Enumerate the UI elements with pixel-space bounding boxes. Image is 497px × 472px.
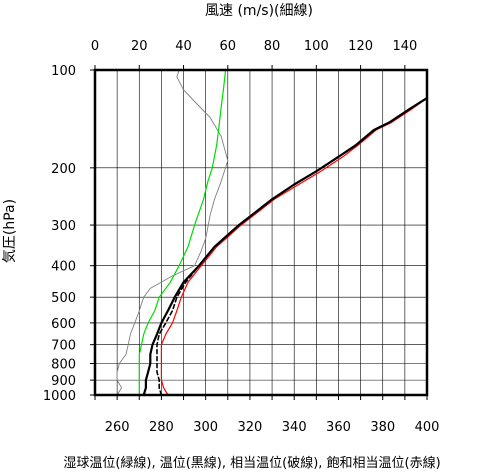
- y-tick-label: 300: [51, 219, 76, 234]
- bottom-axis-title: 湿球温位(緑線), 温位(黒線), 相当温位(破線), 飽和相当温位(赤線): [63, 455, 440, 471]
- bottom-tick-label: 300: [193, 420, 218, 435]
- y-tick-label: 900: [51, 374, 76, 389]
- bottom-tick-label: 380: [370, 420, 395, 435]
- top-tick-label: 140: [392, 39, 417, 54]
- bottom-tick-label: 260: [105, 420, 130, 435]
- top-tick-label: 100: [304, 39, 329, 54]
- top-tick-label: 20: [131, 39, 148, 54]
- bottom-tick-label: 360: [326, 420, 351, 435]
- top-tick-label: 60: [220, 39, 237, 54]
- top-tick-label: 40: [175, 39, 192, 54]
- series-line-飽和相当温位: [160, 97, 428, 396]
- y-tick-label: 500: [51, 291, 76, 306]
- y-tick-label: 1000: [43, 389, 76, 404]
- top-tick-label: 80: [264, 39, 281, 54]
- y-tick-label: 600: [51, 317, 76, 332]
- bottom-tick-label: 280: [149, 420, 174, 435]
- y-tick-label: 200: [51, 162, 76, 177]
- top-tick-labels: 0 20 40 60 80 100 120 140: [91, 39, 417, 54]
- tick-marks: [90, 65, 428, 400]
- y-tick-label: 800: [51, 358, 76, 373]
- bottom-tick-label: 340: [282, 420, 307, 435]
- series-line-風速: [105, 69, 229, 396]
- series-line-温位: [142, 96, 429, 397]
- series-line-相当温位: [156, 97, 428, 396]
- y-tick-label: 700: [51, 339, 76, 354]
- top-tick-label: 0: [91, 39, 99, 54]
- bottom-tick-label: 400: [415, 420, 440, 435]
- top-axis-title: 風速 (m/s)(細線): [205, 3, 313, 19]
- y-axis-title: 気圧(hPa): [2, 199, 18, 263]
- series-layer: [105, 69, 429, 397]
- bottom-tick-label: 320: [238, 420, 263, 435]
- plot-frame: [93, 68, 429, 397]
- grid: [94, 69, 428, 396]
- series-line-湿球温位: [138, 69, 227, 396]
- bottom-tick-labels: 260 280 300 320 340 360 380 400: [105, 420, 440, 435]
- y-tick-label: 400: [51, 260, 76, 275]
- y-tick-label: 100: [51, 64, 76, 79]
- top-tick-label: 120: [348, 39, 373, 54]
